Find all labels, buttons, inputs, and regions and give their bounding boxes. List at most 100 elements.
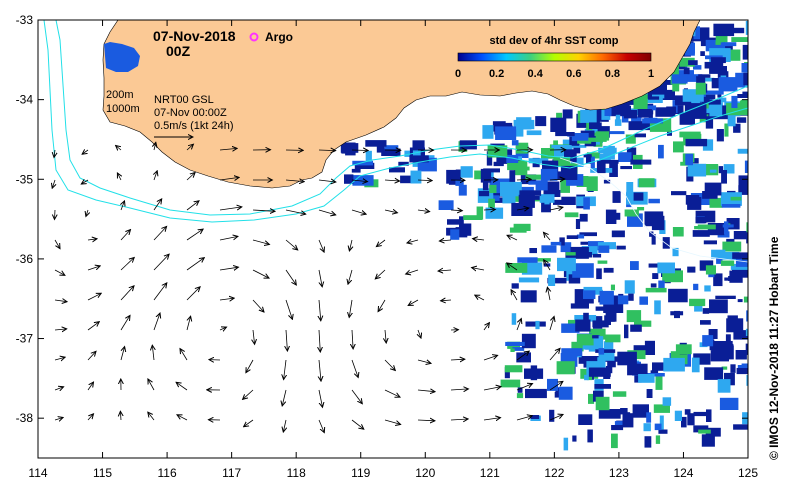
sst-pixel: [627, 363, 648, 376]
current-arrow: [417, 420, 435, 421]
sst-pixel: [515, 142, 529, 154]
sst-pixel: [745, 21, 748, 35]
sst-pixel: [727, 114, 736, 127]
sst-pixel: [592, 253, 602, 258]
sst-pixel: [577, 110, 582, 123]
sst-pixel: [698, 94, 716, 100]
sst-pixel: [692, 230, 710, 237]
sst-pixel: [517, 257, 538, 263]
sst-pixel: [630, 324, 642, 332]
sst-pixel: [553, 156, 571, 167]
sst-pixel: [719, 397, 739, 410]
sst-pixel: [695, 216, 707, 224]
sst-pixel: [548, 274, 556, 286]
sst-pixel: [744, 160, 748, 173]
sst-pixel: [685, 103, 707, 117]
land-mass: [38, 20, 701, 189]
current-arrow: [54, 387, 64, 390]
sst-pixel: [687, 413, 695, 426]
colorbar-tick-label: 1: [648, 68, 654, 80]
sst-pixel: [715, 36, 728, 43]
sst-pixel: [607, 356, 616, 368]
sst-pixel: [568, 348, 578, 353]
sst-pixel: [693, 283, 699, 291]
sst-pixel: [593, 390, 604, 402]
colorbar-tick-label: 0.4: [528, 68, 544, 80]
sst-pixel: [381, 148, 401, 156]
sst-pixel: [601, 159, 619, 164]
sst-pixel: [718, 77, 738, 92]
sst-pixel: [705, 116, 714, 129]
sst-pixel: [571, 133, 589, 142]
sst-pixel: [596, 268, 602, 280]
sst-pixel: [605, 334, 621, 343]
current-arrow: [244, 419, 254, 427]
sst-pixel: [365, 140, 387, 147]
sst-pixel: [575, 319, 591, 332]
sst-pixel: [584, 374, 589, 381]
current-arrow: [450, 389, 468, 390]
sst-pixel: [672, 227, 684, 237]
current-arrow: [120, 230, 131, 241]
sst-pixel: [672, 247, 679, 257]
sst-pixel: [516, 352, 531, 363]
current-arrow: [87, 266, 100, 271]
sst-pixel: [710, 57, 726, 64]
current-arrow: [148, 379, 155, 391]
current-arrow: [544, 260, 551, 271]
sst-pixel: [705, 265, 716, 275]
current-arrow: [351, 180, 368, 182]
sst-pixel: [524, 368, 544, 379]
sst-pixel: [624, 209, 639, 217]
current-arrow: [219, 267, 238, 270]
sst-pixel: [626, 182, 634, 196]
sst-pixel: [521, 333, 536, 349]
sst-pixel: [550, 241, 562, 246]
sst-pixel: [603, 267, 614, 273]
sst-pixel: [505, 341, 525, 346]
sst-pixel: [741, 363, 748, 370]
sst-pixel: [733, 424, 748, 430]
current-arrow: [318, 180, 336, 182]
current-arrow: [252, 269, 269, 278]
sst-pixel: [561, 196, 576, 205]
sst-pixel: [679, 57, 695, 67]
sst-pixel: [595, 349, 616, 353]
sst-pixel: [459, 216, 464, 231]
sst-pixel: [516, 117, 532, 130]
sst-pixel: [658, 429, 668, 434]
sst-pixel: [505, 263, 528, 273]
x-tick-label: 119: [351, 466, 370, 480]
current-arrow: [507, 263, 518, 271]
current-vectors: [52, 142, 566, 432]
sst-pixel: [638, 178, 655, 188]
current-arrow: [219, 148, 237, 150]
sst-pixel: [624, 280, 635, 294]
sst-pixel: [638, 374, 655, 383]
sst-pixel: [655, 435, 661, 444]
sst-pixel: [733, 231, 748, 240]
sst-pixel: [559, 237, 565, 246]
y-tick-label: -34: [16, 93, 34, 107]
sst-pixel: [693, 26, 700, 40]
sst-pixel: [655, 107, 676, 117]
x-tick-label: 125: [738, 466, 758, 480]
sst-pixel: [674, 410, 682, 421]
current-arrow: [511, 290, 518, 301]
sst-pixel: [580, 241, 592, 245]
current-arrow: [121, 347, 125, 361]
sst-pixel: [626, 310, 642, 323]
current-arrow: [120, 258, 134, 271]
sst-pixel: [598, 147, 617, 154]
current-arrow: [252, 239, 269, 244]
sst-pixel: [579, 232, 597, 237]
sst-pixel: [513, 223, 531, 231]
sst-pixel: [599, 153, 611, 161]
sst-pixel: [713, 273, 723, 287]
current-arrow: [186, 144, 193, 151]
sst-pixel: [588, 241, 604, 251]
sst-pixel: [649, 231, 654, 237]
x-tick-label: 118: [287, 466, 306, 480]
current-arrow: [384, 359, 395, 371]
